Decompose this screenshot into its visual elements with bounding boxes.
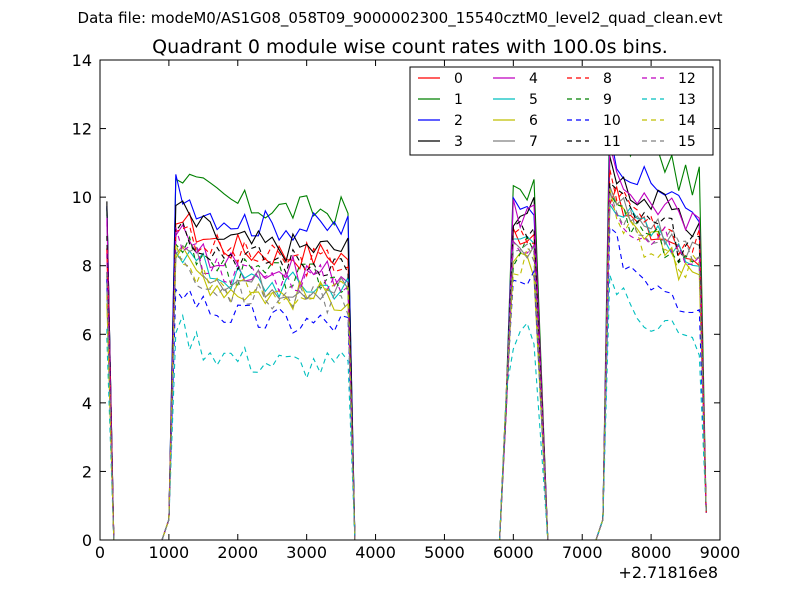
legend-label-2: 2 — [454, 113, 463, 129]
y-tick-label: 2 — [82, 462, 92, 481]
legend-label-0: 0 — [454, 71, 463, 87]
chart-title: Quadrant 0 module wise count rates with … — [152, 36, 668, 58]
y-tick-label: 6 — [82, 325, 92, 344]
x-tick-label: 3000 — [286, 543, 327, 562]
y-tick-label: 10 — [72, 188, 92, 207]
series-line-8 — [106, 168, 707, 541]
legend-label-13: 13 — [678, 92, 696, 108]
legend-label-3: 3 — [454, 134, 463, 150]
x-tick-label: 4000 — [355, 543, 396, 562]
x-tick-label: 5000 — [424, 543, 465, 562]
x-offset-label: +2.71816e8 — [618, 563, 718, 582]
series-line-15 — [106, 191, 707, 541]
series-line-2 — [106, 131, 707, 541]
legend-label-11: 11 — [603, 134, 621, 150]
x-tick-label: 0 — [95, 543, 105, 562]
legend-label-14: 14 — [678, 113, 696, 129]
y-tick-label: 0 — [82, 531, 92, 550]
series-line-13 — [106, 274, 707, 541]
y-tick-label: 14 — [72, 51, 92, 70]
y-tick-label: 12 — [72, 120, 92, 139]
legend-label-5: 5 — [529, 92, 538, 108]
x-tick-label: 6000 — [493, 543, 534, 562]
axes-frame — [99, 59, 721, 541]
legend-label-6: 6 — [529, 113, 538, 129]
legend-frame — [409, 66, 714, 156]
series-line-10 — [106, 226, 707, 541]
y-tick-label: 4 — [82, 394, 92, 413]
legend-label-9: 9 — [603, 92, 612, 108]
series-line-9 — [106, 190, 707, 541]
ticks-layer: 0 1000 2000 3000 4000 5000 6000 7000 8000 9000 0 2 4… — [72, 51, 741, 562]
x-tick-label: 9000 — [700, 543, 741, 562]
legend-label-1: 1 — [454, 92, 463, 108]
legend-label-7: 7 — [529, 134, 538, 150]
plot-area — [106, 104, 707, 541]
x-tick-label: 7000 — [562, 543, 603, 562]
series-line-11 — [106, 181, 707, 541]
chart-suptitle: Data file: modeM0/AS1G08_058T09_90000023… — [78, 9, 723, 28]
x-tick-label: 8000 — [631, 543, 672, 562]
legend-label-4: 4 — [529, 71, 538, 87]
legend-label-10: 10 — [603, 113, 621, 129]
legend-label-8: 8 — [603, 71, 612, 87]
series-layer — [106, 104, 707, 541]
series-line-14 — [106, 189, 707, 541]
series-line-3 — [106, 155, 707, 541]
legend-label-12: 12 — [678, 71, 696, 87]
y-tick-label: 8 — [82, 257, 92, 276]
x-tick-label: 2000 — [217, 543, 258, 562]
series-line-12 — [106, 199, 707, 541]
x-tick-label: 1000 — [149, 543, 190, 562]
legend-label-15: 15 — [678, 134, 696, 150]
series-line-4 — [106, 144, 707, 541]
